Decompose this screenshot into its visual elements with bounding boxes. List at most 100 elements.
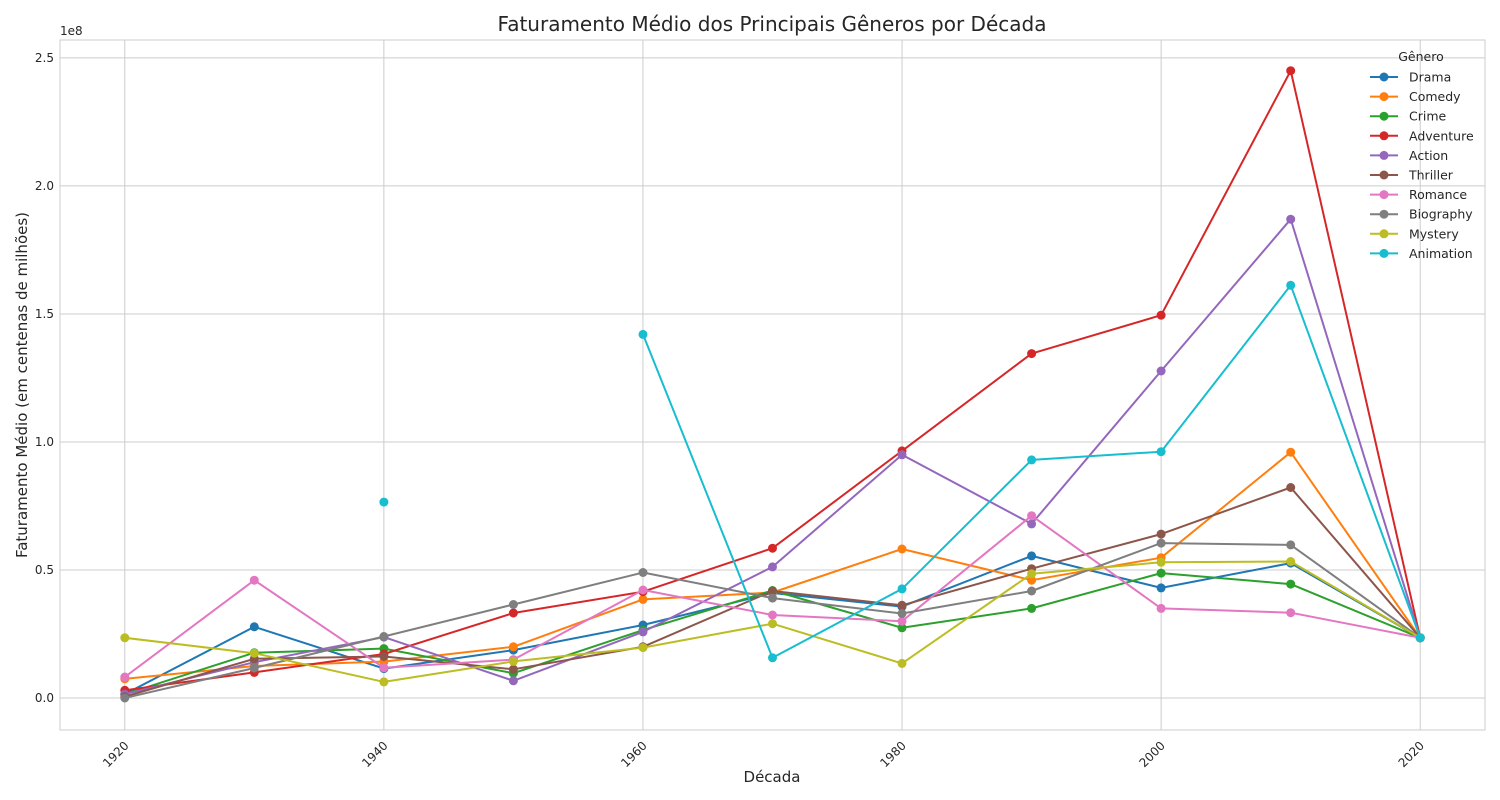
data-point-biography (1286, 540, 1296, 550)
y-axis-title: Faturamento Médio (em centenas de milhõe… (13, 212, 31, 558)
legend-label: Romance (1409, 187, 1467, 202)
chart-title: Faturamento Médio dos Principais Gêneros… (498, 12, 1047, 36)
data-point-animation (1156, 447, 1166, 457)
data-point-romance (768, 610, 777, 620)
data-point-biography (508, 600, 518, 609)
y-tick-label: 1.0 (35, 435, 54, 449)
legend-swatch-marker (1379, 248, 1389, 258)
data-point-romance (120, 672, 130, 682)
data-point-comedy (638, 594, 648, 604)
data-point-drama (1156, 583, 1166, 593)
data-point-adventure (1286, 66, 1296, 76)
legend-swatch-marker (1379, 229, 1389, 239)
data-point-animation (897, 584, 907, 594)
y-tick-label: 1.5 (35, 307, 54, 321)
data-point-mystery (508, 656, 518, 666)
data-point-mystery (638, 643, 648, 653)
legend: Gênero Drama Comedy Crime Adventure Action Th… (1370, 49, 1474, 261)
y-tick-label: 2.5 (35, 51, 54, 65)
data-point-animation (1027, 455, 1037, 465)
data-point-thriller (1286, 483, 1296, 492)
y-tick-label: 0.0 (35, 691, 54, 705)
data-point-mystery (1027, 569, 1037, 579)
data-point-comedy (1286, 447, 1296, 457)
data-point-mystery (768, 619, 777, 629)
legend-item-adventure: Adventure (1370, 128, 1474, 143)
data-point-thriller (897, 600, 907, 610)
legend-item-mystery: Mystery (1370, 226, 1459, 241)
data-point-biography (379, 632, 389, 641)
data-point-action (638, 627, 648, 637)
data-point-crime (1027, 603, 1037, 613)
legend-swatch-marker (1379, 72, 1389, 82)
legend-item-biography: Biography (1370, 207, 1473, 222)
data-point-mystery (1286, 557, 1296, 566)
data-point-action (1027, 519, 1037, 529)
legend-swatch-marker (1379, 131, 1389, 141)
legend-label: Animation (1409, 246, 1473, 261)
data-point-adventure (508, 608, 518, 618)
legend-item-romance: Romance (1370, 187, 1467, 202)
data-point-biography (897, 609, 907, 618)
legend-item-animation: Animation (1370, 246, 1473, 261)
series-animation (379, 280, 1425, 663)
data-point-adventure (1156, 310, 1166, 320)
legend-label: Adventure (1409, 128, 1474, 143)
data-point-romance (249, 575, 259, 585)
data-point-mystery (249, 648, 259, 658)
legend-swatch-marker (1379, 150, 1389, 160)
legend-item-action: Action (1370, 148, 1448, 163)
plot-area-frame (59, 39, 1486, 731)
data-point-romance (897, 616, 907, 626)
data-point-romance (1156, 603, 1166, 613)
legend-label: Action (1409, 148, 1448, 163)
data-point-crime (897, 623, 907, 633)
data-point-action (897, 450, 907, 460)
data-point-biography (638, 568, 648, 577)
legend-title: Gênero (1398, 49, 1444, 64)
legend-swatch-marker (1379, 92, 1389, 102)
data-point-crime (1286, 579, 1296, 589)
legend-label: Comedy (1409, 89, 1461, 104)
legend-label: Crime (1409, 109, 1447, 124)
data-point-adventure (1027, 349, 1037, 359)
legend-swatch-marker (1379, 111, 1389, 121)
data-point-romance (379, 663, 389, 673)
data-point-comedy (897, 544, 907, 554)
data-point-comedy (1027, 575, 1037, 585)
legend-item-thriller: Thriller (1370, 168, 1454, 183)
data-point-thriller (379, 652, 389, 661)
data-point-thriller (1156, 529, 1166, 539)
legend-item-crime: Crime (1370, 109, 1447, 124)
data-point-mystery (1156, 557, 1166, 567)
data-point-adventure (768, 543, 777, 553)
data-point-action (768, 562, 777, 572)
data-point-mystery (897, 658, 907, 668)
data-point-thriller (768, 586, 777, 596)
legend-label: Thriller (1408, 168, 1454, 183)
data-point-biography (249, 663, 259, 673)
series-biography (120, 538, 1425, 703)
data-point-mystery (379, 677, 389, 687)
data-point-romance (638, 585, 648, 595)
legend-swatch-marker (1379, 190, 1389, 200)
data-point-thriller (508, 664, 518, 674)
legend-label: Mystery (1409, 226, 1459, 241)
data-point-comedy (508, 642, 518, 652)
data-point-mystery (120, 633, 130, 643)
grid-layer (60, 40, 1485, 730)
legend-item-drama: Drama (1370, 70, 1451, 85)
data-point-drama (1027, 551, 1037, 561)
data-point-biography (768, 593, 777, 603)
x-axis-title: Década (744, 768, 801, 786)
data-point-biography (1156, 538, 1166, 548)
data-point-crime (1156, 568, 1166, 578)
data-point-romance (1286, 608, 1296, 618)
data-point-biography (120, 693, 130, 703)
data-point-animation (379, 497, 389, 507)
legend-entries: Drama Comedy Crime Adventure Action Thriller R… (1370, 70, 1474, 261)
y-tick-label: 0.5 (35, 563, 54, 577)
data-point-biography (1027, 586, 1037, 596)
legend-label: Biography (1409, 207, 1473, 222)
